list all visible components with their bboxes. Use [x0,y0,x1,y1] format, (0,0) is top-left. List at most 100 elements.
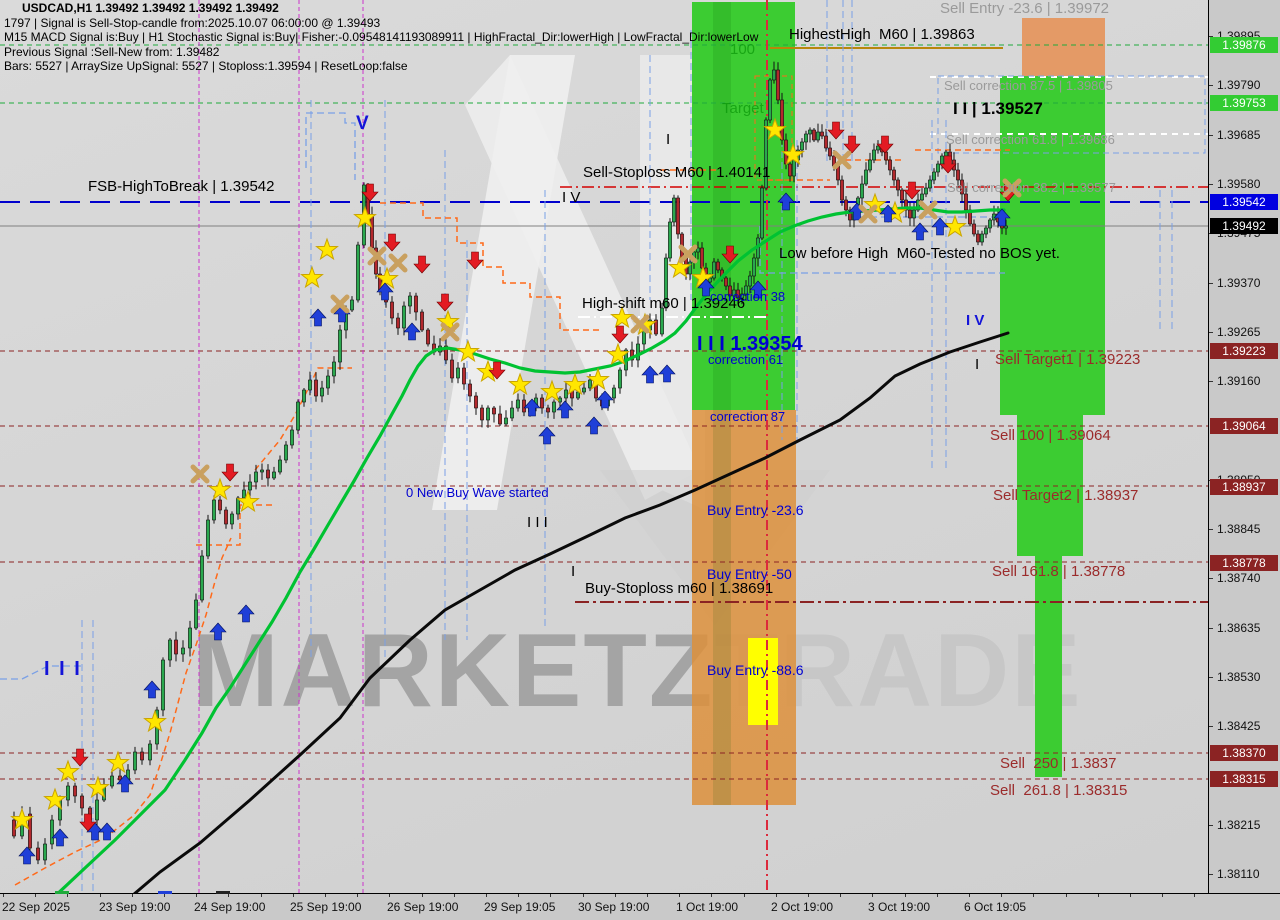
price-tick-label: 1.39265 [1217,325,1261,339]
highest-high-label: HighestHigh M60 | 1.39863 [789,26,975,43]
wave-iii-marker-left: I I I [44,658,82,680]
candle-body [12,819,16,837]
sell-correction-61-label: Sell correction 61.8 | 1.39686 [946,132,1115,147]
price-axis[interactable]: 1.398951.397901.396851.395801.394751.393… [1208,0,1280,893]
candle-body [812,129,816,141]
candle-body [168,639,172,661]
star-signal-icon [610,305,634,329]
zone-target-label: Target [722,100,764,117]
candle-body [752,257,756,277]
candle-body [266,469,270,479]
candle-body [468,383,472,397]
candle-body [792,159,796,177]
candle-body [940,155,944,165]
sell-arrow-icon [413,255,431,274]
price-tick-mark [1209,36,1213,37]
candle-body [820,131,824,137]
closed-signal-x-icon [858,204,878,224]
candle-body [696,247,700,253]
price-tick-mark [1209,381,1213,382]
candle-body [630,349,634,361]
time-tick-mark [518,894,520,897]
buy-arrow-icon [98,822,116,841]
candle-body [732,289,736,297]
candle-body [576,391,580,399]
closed-signal-x-icon [330,294,350,314]
candle-body [284,444,288,461]
wave-iv-marker-mid: I V [562,189,581,206]
candle-body [868,159,872,171]
candle-body [824,135,828,149]
date-label: 3 Oct 19:00 [868,900,931,914]
candle-body [390,301,394,319]
wave-iii-marker-mid: I I I [527,514,548,531]
sell-arrow-icon [436,293,454,312]
candle-body [668,221,672,259]
candle-body [908,209,912,219]
price-tick-mark [1209,332,1213,333]
time-tick-mark [614,894,616,897]
date-label: 24 Sep 19:00 [194,900,266,914]
candle-body [676,197,680,235]
buy-stoploss-label: Buy-Stoploss m60 | 1.38691 [585,580,774,597]
wave-i-marker-mid: I [571,563,576,580]
candle-body [564,389,568,399]
time-tick-mark [936,894,938,897]
candle-body [712,261,716,279]
date-label: 23 Sep 19:00 [99,900,171,914]
signal-zone [1022,18,1105,76]
sell-arrow-icon [721,245,739,264]
sell-1618-label: Sell 161.8 | 1.38778 [992,563,1126,580]
closed-signal-x-icon [367,246,387,266]
candle-body [944,151,948,157]
correction-61-label: correction 61 [708,352,784,367]
star-signal-icon [56,759,80,783]
chart-canvas[interactable]: MARKETZTRADE Sell Entry -23.6 | 1.39972 S… [0,0,1208,893]
buy-arrow-icon [911,222,929,241]
candle-body [504,417,508,425]
time-tick-mark [1194,894,1196,897]
candle-body [212,499,216,521]
date-label: 26 Sep 19:00 [387,900,459,914]
star-signal-icon [86,775,110,799]
buy-arrow-icon [931,217,949,236]
candle-body [840,179,844,201]
candle-body [200,555,204,601]
candle-body [888,159,892,171]
sell-arrow-icon [488,361,506,380]
candle-body [582,387,586,393]
time-tick-mark [67,894,69,897]
closed-signal-x-icon [918,200,938,220]
candle-body [848,209,852,221]
sell-2618-label: Sell 261.8 | 1.38315 [990,782,1128,799]
price-tick-label: 1.39160 [1217,374,1261,388]
low-before-high-label: Low before High M60-Tested no BOS yet. [779,245,1060,262]
candle-body [988,219,992,229]
candle-body [808,129,812,135]
candle-body [194,599,198,629]
price-plot[interactable] [0,0,1208,893]
time-tick-mark [679,894,681,897]
time-tick-mark [969,894,970,897]
candle-body [133,751,137,771]
price-tick-label: 1.38845 [1217,522,1261,536]
price-tick-mark [1209,85,1213,86]
time-tick-mark [582,894,584,897]
candle-body [242,489,246,499]
time-axis[interactable]: 22 Sep 2025 23 Sep 19:00 24 Sep 19:00 25 Se… [0,891,1280,920]
closed-signal-x-icon [440,322,460,342]
candle-body [976,233,980,243]
sell-target1-label: Sell Target1 | 1.39223 [995,351,1141,368]
candle-body [140,751,144,761]
buy-arrow-icon [376,282,394,301]
candle-body [420,311,424,331]
candle-body [740,293,744,299]
buy-entry-236-label: Buy Entry -23.6 [707,502,804,518]
star-signal-icon [300,265,324,289]
candle-body [426,329,430,345]
candle-body [498,413,502,425]
candle-body [95,799,99,821]
candle-body [492,407,496,415]
candle-body [984,227,988,235]
